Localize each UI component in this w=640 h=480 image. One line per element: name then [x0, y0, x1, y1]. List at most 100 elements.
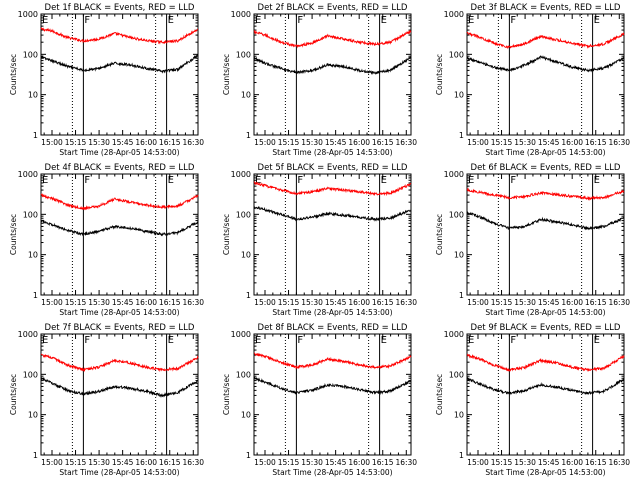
series-line-lld: [40, 193, 199, 211]
x-tick-label: 15:45: [538, 138, 560, 147]
x-tick-label: 16:00: [135, 138, 157, 147]
y-tick-label: 1: [33, 451, 38, 460]
y-tick-label: 1: [33, 131, 38, 140]
series-line-events: [466, 376, 625, 396]
y-tick-label: 1: [33, 291, 38, 300]
marker-label-F: F: [297, 335, 303, 346]
x-tick-label: 15:00: [41, 138, 63, 147]
plot-frame: [253, 333, 412, 456]
y-tick-label: 1000: [444, 10, 464, 19]
panel-title: Det 4f BLACK = Events, RED = LLD: [45, 163, 195, 173]
x-tick-label: 15:45: [325, 138, 347, 147]
x-tick-label: 15:30: [514, 458, 536, 467]
y-tick-label: 1000: [231, 170, 251, 179]
x-tick-label: 15:15: [491, 298, 513, 307]
x-axis-label: Start Time (28-Apr-05 14:53:00): [59, 468, 179, 477]
x-tick-label: 16:30: [182, 458, 204, 467]
marker-label-E-start: E: [468, 175, 474, 186]
x-tick-label: 15:15: [491, 458, 513, 467]
y-tick-label: 100: [449, 50, 464, 59]
x-tick-label: 16:15: [585, 458, 607, 467]
series-line-events: [253, 205, 412, 222]
x-tick-label: 16:15: [585, 138, 607, 147]
marker-label-E: E: [594, 335, 600, 346]
marker-label-F: F: [84, 15, 90, 26]
panel-title: Det 2f BLACK = Events, RED = LLD: [258, 3, 408, 13]
x-tick-label: 16:00: [561, 298, 583, 307]
y-tick-label: 10: [241, 251, 251, 260]
y-tick-label: 1000: [444, 170, 464, 179]
plot-frame: [40, 333, 199, 456]
x-tick-label: 16:15: [372, 298, 394, 307]
x-tick-label: 16:15: [372, 138, 394, 147]
y-tick-label: 1: [459, 451, 464, 460]
y-axis-label: Counts/sec: [9, 54, 18, 95]
plot-frame: [466, 333, 625, 456]
panel-det-7f: Det 7f BLACK = Events, RED = LLD 1 10 100 10…: [9, 323, 204, 477]
y-tick-label: 100: [236, 210, 251, 219]
series-line-lld: [466, 31, 625, 50]
y-tick-label: 10: [28, 411, 38, 420]
x-tick-label: 16:00: [135, 458, 157, 467]
x-tick-label: 15:45: [325, 298, 347, 307]
marker-label-F: F: [297, 175, 303, 186]
plot-frame: [253, 173, 412, 296]
marker-label-E: E: [168, 335, 174, 346]
marker-label-F: F: [510, 335, 516, 346]
panel-det-4f: Det 4f BLACK = Events, RED = LLD 1 10 100 10…: [9, 163, 204, 317]
panel-det-9f: Det 9f BLACK = Events, RED = LLD 1 10 100 10…: [435, 323, 630, 477]
plot-frame: [466, 173, 625, 296]
series-line-events: [466, 211, 625, 231]
x-tick-label: 15:00: [254, 138, 276, 147]
y-tick-label: 100: [23, 370, 38, 379]
x-tick-label: 15:00: [467, 298, 489, 307]
panel-det-8f: Det 8f BLACK = Events, RED = LLD 1 10 100 10…: [222, 323, 417, 477]
x-tick-label: 15:15: [278, 458, 300, 467]
y-tick-label: 10: [28, 91, 38, 100]
x-tick-label: 16:30: [182, 298, 204, 307]
y-tick-label: 10: [454, 411, 464, 420]
x-tick-label: 15:30: [301, 298, 323, 307]
x-tick-label: 16:15: [372, 458, 394, 467]
series-line-lld: [253, 352, 412, 370]
x-axis-label: Start Time (28-Apr-05 14:53:00): [59, 308, 179, 317]
x-tick-label: 16:00: [348, 298, 370, 307]
marker-label-E-start: E: [42, 335, 48, 346]
panel-det-6f: Det 6f BLACK = Events, RED = LLD 1 10 100 10…: [435, 163, 630, 317]
x-axis-label: Start Time (28-Apr-05 14:53:00): [485, 468, 605, 477]
x-tick-label: 16:15: [159, 458, 181, 467]
panel-title: Det 6f BLACK = Events, RED = LLD: [471, 163, 621, 173]
panel-det-2f: Det 2f BLACK = Events, RED = LLD 1 10 100 10…: [222, 3, 417, 157]
y-tick-label: 100: [449, 370, 464, 379]
marker-label-E-start: E: [255, 15, 261, 26]
x-tick-label: 15:45: [325, 458, 347, 467]
x-tick-label: 16:30: [182, 138, 204, 147]
x-tick-label: 16:00: [348, 138, 370, 147]
y-tick-label: 1: [459, 131, 464, 140]
y-tick-label: 1: [246, 131, 251, 140]
panel-title: Det 9f BLACK = Events, RED = LLD: [471, 323, 621, 333]
marker-label-F: F: [297, 15, 303, 26]
marker-label-E-start: E: [468, 15, 474, 26]
plot-frame: [40, 13, 199, 136]
x-axis-label: Start Time (28-Apr-05 14:53:00): [272, 468, 392, 477]
y-tick-label: 1000: [444, 330, 464, 339]
x-tick-label: 16:30: [608, 298, 630, 307]
x-tick-label: 16:00: [561, 458, 583, 467]
x-tick-label: 15:15: [491, 138, 513, 147]
y-axis-label: Counts/sec: [435, 374, 444, 415]
x-tick-label: 16:30: [395, 298, 417, 307]
x-tick-label: 16:00: [348, 458, 370, 467]
y-tick-label: 1000: [18, 170, 38, 179]
y-axis-label: Counts/sec: [222, 374, 231, 415]
x-tick-label: 15:00: [41, 458, 63, 467]
x-tick-label: 15:30: [514, 298, 536, 307]
marker-label-F: F: [84, 335, 90, 346]
y-tick-label: 1000: [231, 10, 251, 19]
marker-label-E-start: E: [42, 15, 48, 26]
x-tick-label: 15:30: [514, 138, 536, 147]
x-axis-label: Start Time (28-Apr-05 14:53:00): [272, 308, 392, 317]
x-tick-label: 15:15: [278, 138, 300, 147]
y-tick-label: 100: [236, 370, 251, 379]
x-tick-label: 16:15: [159, 298, 181, 307]
